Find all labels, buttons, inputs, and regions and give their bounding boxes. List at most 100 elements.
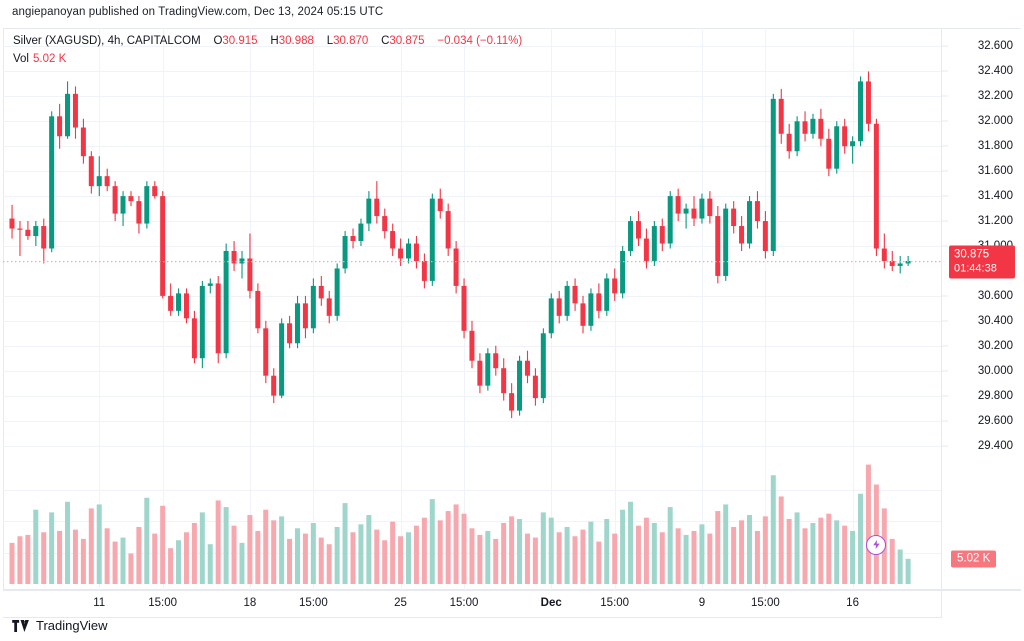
volume-bar: [699, 524, 705, 584]
volume-bar: [897, 549, 903, 584]
candle-body: [802, 121, 808, 134]
volume-bar: [723, 504, 729, 584]
volume-bar: [9, 542, 15, 584]
candle-wick: [891, 250, 893, 271]
price-axis-tick: 29.800: [977, 389, 1013, 402]
candle-body: [826, 138, 832, 169]
price-axis-tick: 32.000: [977, 115, 1013, 128]
candle-body: [326, 298, 332, 316]
price-tick-mark: [942, 170, 948, 172]
price-axis-tick: 30.000: [977, 364, 1013, 377]
volume-bar: [517, 519, 523, 584]
realtime-bolt-icon[interactable]: [866, 534, 887, 555]
volume-bar: [223, 507, 229, 584]
candle-body: [754, 201, 760, 222]
volume-bar: [382, 540, 388, 584]
volume-bar: [818, 517, 824, 584]
candle-body: [659, 226, 665, 244]
candle-body: [691, 208, 697, 219]
volume-bar: [509, 516, 515, 584]
volume-bar: [207, 544, 213, 584]
price-tick-mark: [942, 345, 948, 347]
chart-plot-area[interactable]: [3, 28, 941, 590]
candle-body: [794, 121, 800, 152]
candle-body: [279, 323, 285, 396]
volume-bar: [604, 519, 610, 584]
candle-body: [445, 211, 451, 249]
candle-body: [588, 293, 594, 326]
volume-bar: [183, 532, 189, 584]
volume-bar: [612, 533, 618, 584]
volume-bar: [144, 497, 150, 584]
current-price-badge[interactable]: 30.875 01:44:38: [949, 245, 1015, 279]
candle-body: [572, 285, 578, 304]
volume-bar: [469, 528, 475, 584]
price-tick-mark: [942, 445, 948, 447]
volume-bar: [754, 530, 760, 584]
volume-bar: [231, 525, 237, 584]
time-axis-tick: 15:00: [750, 597, 780, 609]
volume-bar: [88, 508, 94, 584]
volume-value-badge[interactable]: 5.02 K: [951, 550, 997, 568]
candle-body: [643, 238, 649, 261]
price-axis[interactable]: 32.600 32.400 32.200 32.000 31.800 31.600 31.4…: [942, 28, 1024, 590]
candle-body: [810, 118, 816, 134]
candle-body: [501, 368, 507, 394]
candle-body: [786, 133, 792, 152]
price-tick-mark: [942, 395, 948, 397]
candle-body: [398, 248, 404, 259]
volume-bar: [112, 541, 118, 584]
candle-body: [477, 360, 483, 386]
candle-body: [41, 226, 47, 249]
candle-body: [834, 126, 840, 169]
legend-low-value: 30.870: [333, 35, 369, 47]
candle-body: [374, 198, 380, 217]
volume-bar: [826, 513, 832, 584]
legend-close-value: 30.875: [389, 35, 425, 47]
volume-bar: [850, 530, 856, 584]
candle-body: [406, 243, 411, 259]
volume-bar: [390, 521, 396, 584]
candle-body: [382, 216, 388, 232]
candle-body: [889, 260, 895, 266]
candle-body: [421, 260, 427, 281]
candle-body: [699, 198, 705, 219]
legend-symbol-label: Silver (XAGUSD), 4h, CAPITALCOM: [13, 35, 201, 47]
candle-body: [905, 260, 911, 264]
volume-bar: [794, 512, 800, 584]
volume-bar: [366, 515, 372, 584]
volume-bar: [596, 541, 602, 584]
price-tick-mark: [942, 95, 948, 97]
volume-bar: [413, 525, 419, 584]
chart-legend: Silver (XAGUSD), 4h, CAPITALCOM O30.915 …: [13, 33, 522, 67]
volume-bar: [160, 505, 166, 584]
volume-bar: [96, 504, 102, 584]
candle-body: [556, 298, 562, 316]
candle-body: [540, 333, 546, 399]
candle-body: [818, 118, 824, 139]
volume-bar: [374, 529, 380, 584]
candle-body: [897, 263, 903, 266]
volume-bar: [263, 509, 269, 584]
candle-body: [778, 98, 784, 134]
volume-bar: [493, 538, 499, 584]
price-axis-tick: 31.200: [977, 215, 1013, 228]
candle-body: [183, 293, 189, 319]
volume-bar: [398, 536, 404, 584]
candle-body: [334, 268, 340, 316]
volume-bar: [548, 517, 554, 584]
candle-body: [128, 196, 134, 202]
candle-body: [612, 278, 618, 294]
candle-body: [72, 93, 78, 128]
volume-bar: [128, 553, 134, 584]
candle-body: [651, 226, 657, 261]
legend-high-value: 30.988: [278, 35, 314, 47]
volume-bar: [310, 522, 316, 584]
candle-body: [112, 186, 118, 214]
volume-bar: [635, 525, 641, 584]
time-axis[interactable]: 11 15:00 18 15:00 25 15:00 Dec 15:00 9 15:00 16: [3, 590, 941, 618]
price-axis-tick: 30.600: [977, 289, 1013, 302]
candle-body: [136, 201, 142, 224]
volume-bar: [294, 528, 300, 584]
candle-body: [628, 221, 634, 251]
